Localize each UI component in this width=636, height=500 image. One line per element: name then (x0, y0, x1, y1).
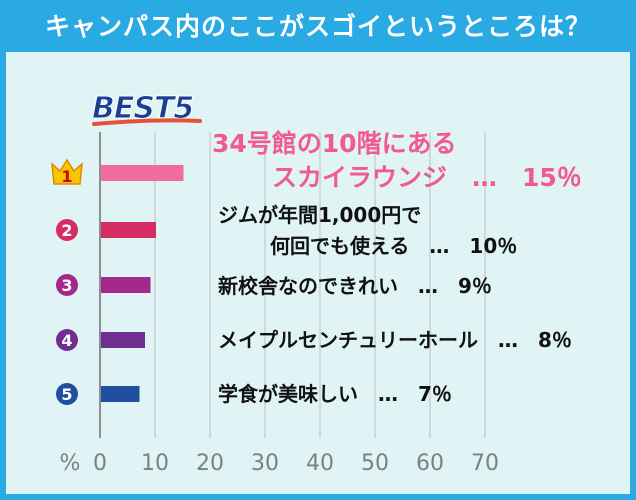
title-bar: キャンパス内のここがスゴイというところは？ (0, 0, 636, 50)
bar-label: ジムが年間1,000円で (218, 203, 421, 227)
x-tick-label: 20 (196, 451, 224, 476)
x-tick-label: 60 (416, 451, 444, 476)
x-axis-label: % (60, 451, 81, 476)
rank-badge (56, 329, 78, 351)
x-tick-label: 30 (251, 451, 279, 476)
plot-background (6, 52, 630, 494)
best-underline (92, 118, 202, 126)
bar-label: 何回でも使える … 10％ (270, 234, 517, 258)
x-tick-label: 10 (141, 451, 169, 476)
chart-title: キャンパス内のここがスゴイというところは？ (44, 12, 591, 41)
rank-number: 1 (61, 167, 72, 186)
bar-label: メイプルセンチュリーホール … 8％ (218, 328, 572, 352)
bar-label: 34号館の10階にある (212, 129, 457, 158)
rank-number: 5 (61, 385, 72, 404)
rank-number: 2 (61, 221, 72, 240)
bar-rank-1 (101, 165, 184, 181)
rank-number: 3 (61, 276, 72, 295)
bar-rank-4 (101, 332, 145, 348)
x-tick-label: 50 (361, 451, 389, 476)
bar-rank-3 (101, 277, 151, 293)
bar-label: 学食が美味しい … 7％ (218, 382, 452, 406)
rank-badge (56, 219, 78, 241)
bar-label: スカイラウンジ … 15％ (272, 163, 582, 192)
bar-rank-2 (101, 222, 156, 238)
bar-label: 新校舎なのできれい … 9％ (218, 274, 492, 298)
x-tick-label: 70 (471, 451, 499, 476)
rank-number: 4 (61, 331, 72, 350)
bar-rank-5 (101, 386, 140, 402)
rank-badge (56, 274, 78, 296)
x-tick-label: 40 (306, 451, 334, 476)
rank-badge (56, 383, 78, 405)
x-tick-label: 0 (93, 451, 107, 476)
crown-icon (51, 158, 83, 185)
